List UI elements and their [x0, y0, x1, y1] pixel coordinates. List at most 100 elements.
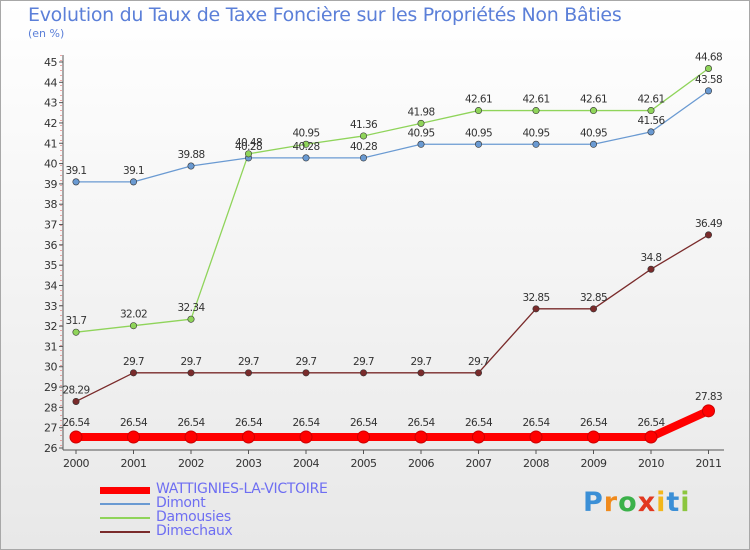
- series-line-3: [75, 234, 710, 403]
- data-label: 43.58: [695, 74, 722, 86]
- x-tick-label: 2001: [121, 457, 147, 470]
- data-point: [357, 430, 370, 444]
- x-tick-label: 2004: [293, 457, 319, 470]
- y-tick-label: 42: [44, 117, 57, 130]
- data-label: 29.7: [238, 356, 259, 368]
- data-label: 40.95: [580, 127, 607, 139]
- series-line-0: [72, 406, 713, 442]
- data-label: 26.54: [62, 417, 90, 429]
- data-point: [245, 369, 253, 377]
- data-label: 42.61: [580, 94, 607, 106]
- data-label: 41.56: [637, 115, 665, 127]
- data-label: 40.95: [465, 127, 492, 139]
- data-point: [589, 140, 597, 148]
- legend-label: Dimechaux: [156, 523, 233, 539]
- data-point: [72, 178, 80, 186]
- data-label: 40.28: [292, 141, 319, 153]
- y-tick-label: 26: [44, 442, 57, 455]
- y-tick-label: 37: [44, 219, 57, 232]
- data-label: 29.7: [468, 356, 489, 368]
- x-tick-label: 2006: [408, 457, 434, 470]
- data-point: [704, 87, 712, 95]
- data-point: [474, 369, 482, 377]
- data-label: 42.61: [465, 94, 492, 106]
- legend-swatch: [100, 531, 150, 533]
- data-label: 32.85: [522, 292, 549, 304]
- data-point: [359, 154, 367, 162]
- data-label: 40.48: [235, 137, 262, 149]
- data-point: [587, 430, 600, 444]
- proxiti-logo: Proxiti: [583, 487, 691, 518]
- data-point: [302, 154, 310, 162]
- data-point: [72, 397, 80, 405]
- data-point: [647, 128, 655, 136]
- data-point: [704, 231, 712, 239]
- data-label: 40.95: [407, 127, 434, 139]
- data-label: 26.54: [350, 417, 378, 429]
- y-tick-label: 43: [44, 97, 57, 110]
- y-tick-label: 31: [44, 340, 57, 353]
- data-label: 26.54: [522, 417, 550, 429]
- x-tick-label: 2002: [178, 457, 204, 470]
- legend-label: Dimont: [156, 495, 206, 511]
- data-point: [299, 430, 313, 444]
- logo-letter: x: [637, 487, 657, 518]
- data-label: 26.54: [580, 417, 608, 429]
- data-point: [187, 315, 195, 323]
- data-point: [72, 328, 80, 336]
- data-label: 34.8: [641, 252, 662, 264]
- data-label: 29.7: [411, 356, 432, 368]
- data-label: 26.54: [177, 417, 205, 429]
- y-tick-label: 40: [44, 158, 57, 171]
- logo-letter: P: [583, 487, 604, 518]
- data-point: [702, 404, 715, 418]
- data-point: [474, 140, 482, 148]
- legend-swatch: [100, 503, 150, 505]
- series-labels: 39.1 39.1 39.88 40.28 40.28 40.28 40.95 40.95 40…: [62, 52, 722, 430]
- chart-title: Evolution du Taux de Taxe Foncière sur l…: [28, 4, 622, 26]
- data-point: [532, 305, 540, 313]
- data-point: [69, 430, 83, 444]
- data-label: 40.95: [522, 127, 549, 139]
- y-tick-label: 36: [44, 239, 57, 252]
- data-point: [184, 430, 198, 444]
- y-tick-label: 27: [44, 422, 57, 435]
- data-label: 40.28: [350, 141, 377, 153]
- data-label: 26.54: [292, 417, 320, 429]
- data-label: 26.54: [465, 417, 493, 429]
- logo-letter: i: [680, 487, 691, 518]
- y-tick-label: 32: [44, 320, 57, 333]
- data-point: [704, 65, 712, 73]
- legend-swatch: [100, 517, 150, 519]
- data-label: 26.54: [120, 417, 148, 429]
- data-label: 29.7: [181, 356, 202, 368]
- data-label: 29.7: [296, 356, 317, 368]
- unit-label: (en %): [28, 27, 65, 40]
- data-label: 26.54: [235, 417, 263, 429]
- data-point: [302, 369, 310, 377]
- logo-letter: t: [666, 487, 681, 518]
- series-points: [69, 65, 715, 444]
- data-point: [302, 140, 310, 148]
- series-line-2: [75, 67, 710, 333]
- data-label: 41.36: [350, 119, 378, 131]
- data-label: 29.7: [353, 356, 374, 368]
- data-label: 39.88: [177, 149, 204, 161]
- logo-letter: r: [603, 487, 619, 518]
- y-tick-label: 44: [44, 76, 57, 89]
- data-label: 32.02: [120, 309, 147, 321]
- data-point: [359, 132, 367, 140]
- legend-label: WATTIGNIES-LA-VICTOIRE: [156, 481, 328, 497]
- data-point: [242, 430, 255, 444]
- data-label: 39.1: [123, 165, 144, 177]
- legend-swatch: [100, 487, 150, 494]
- data-label: 40.28: [235, 141, 262, 153]
- x-tick-label: 2005: [351, 457, 377, 470]
- data-point: [589, 305, 597, 313]
- x-tick-label: 2009: [581, 457, 607, 470]
- y-tick-label: 29: [44, 381, 57, 394]
- logo-letter: o: [618, 487, 638, 518]
- y-tick-label: 33: [44, 300, 57, 313]
